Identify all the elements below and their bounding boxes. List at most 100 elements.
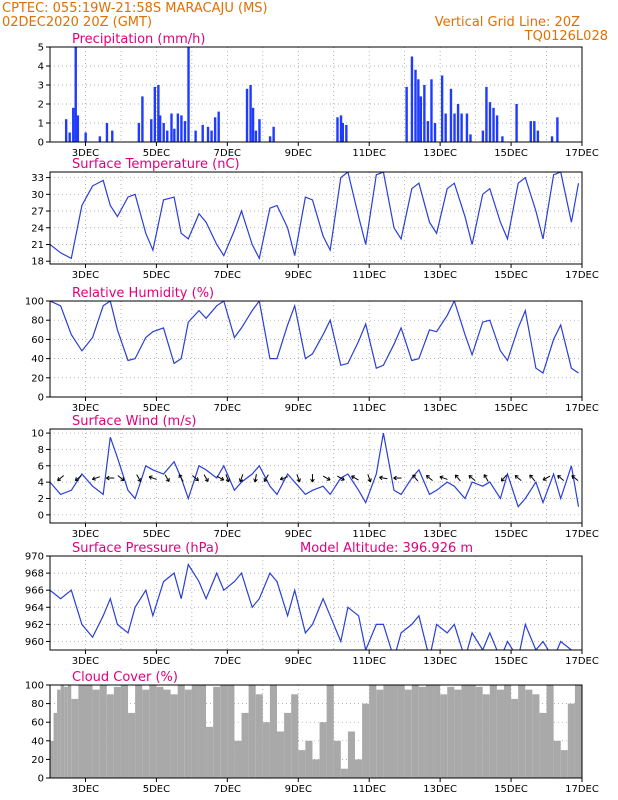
precip-bar: [150, 119, 153, 142]
cloud-bar: [496, 689, 504, 778]
precip-bar: [492, 107, 495, 142]
precip-bar: [162, 123, 165, 142]
precip-bar: [84, 132, 87, 142]
x-tick-label: 11DEC: [352, 148, 386, 159]
precip-bar: [173, 128, 176, 142]
cloud-bar: [113, 686, 121, 778]
cloud-bar: [99, 685, 107, 778]
precip-bar: [268, 136, 272, 142]
precip-bar: [465, 113, 469, 142]
wind-arrow: [412, 474, 419, 482]
x-tick-label: 7DEC: [214, 270, 241, 281]
panel-frame: [49, 684, 583, 779]
panel-frame: [49, 46, 583, 143]
panel-frame: [49, 171, 583, 265]
x-tick-label: 11DEC: [352, 270, 386, 281]
wind-arrow: [322, 475, 331, 481]
wind-arrow: [279, 476, 289, 481]
precip-bar: [456, 104, 460, 142]
series-line: [50, 301, 579, 374]
precip-bar: [258, 119, 261, 142]
cloud-bar: [347, 731, 356, 778]
wind-arrow: [263, 474, 269, 482]
y-tick-label: 4: [38, 62, 44, 73]
cloud-bar: [156, 686, 164, 778]
precip-bar: [98, 136, 102, 142]
cloud-bar: [120, 685, 129, 778]
wind-arrow: [238, 474, 244, 483]
cloud-bar: [475, 686, 483, 778]
cloud-bar: [241, 712, 249, 778]
precip-bar: [201, 124, 204, 142]
cloud-bar: [269, 685, 277, 778]
cloud-bar: [390, 685, 398, 778]
cloud-bar: [149, 685, 157, 778]
x-tick-label: 7DEC: [214, 784, 241, 795]
y-tick-label: 18: [31, 257, 44, 268]
x-tick-label: 9DEC: [285, 403, 312, 414]
precip-bar: [157, 85, 160, 142]
precip-bar: [430, 79, 433, 142]
panel-3: 0 20 40 60 80 100 3DEC 5DEC 7DEC 9DEC 11DEC 13DEC 15…: [25, 286, 599, 414]
panel-6: 0 20 40 60 80 100 3DEC 5DEC 7DEC 9DEC 11DEC 13DEC 15…: [25, 670, 599, 795]
wind-arrow: [192, 475, 199, 482]
precip-bar: [64, 119, 68, 142]
cloud-bar: [425, 685, 434, 778]
x-tick-label: 9DEC: [285, 784, 312, 795]
cloud-bar: [560, 750, 568, 778]
cloud-bar: [262, 722, 270, 778]
cloud-bar: [163, 689, 171, 778]
x-tick-label: 7DEC: [214, 529, 241, 540]
precip-bar: [183, 121, 187, 142]
x-tick-label: 17DEC: [565, 529, 599, 540]
x-tick-label: 7DEC: [214, 656, 241, 667]
precip-bar: [141, 96, 144, 142]
plot-area: [64, 47, 559, 142]
precip-bar: [419, 96, 423, 142]
panel-4: 0 2 4 6 8 10 3DEC 5DEC 7DEC 9DEC 11DEC 13DEC 15DEC 17…: [31, 414, 599, 540]
cloud-bar: [553, 740, 561, 778]
wind-arrow: [253, 474, 258, 483]
cloud-bar: [340, 768, 348, 778]
x-tick-label: 17DEC: [565, 270, 599, 281]
y-tick-label: 968: [25, 569, 44, 580]
panel-title: Precipitation (mm/h): [72, 32, 205, 47]
cloud-bar: [106, 694, 114, 778]
cloud-bar: [532, 694, 540, 778]
x-tick-label: 15DEC: [494, 403, 528, 414]
x-tick-label: 13DEC: [423, 270, 457, 281]
cloud-bar: [362, 703, 370, 778]
precip-bar: [74, 47, 77, 142]
x-tick-label: 11DEC: [352, 656, 386, 667]
cloud-bar: [539, 712, 547, 778]
precip-bar: [158, 115, 162, 142]
cloud-bar: [71, 698, 79, 778]
wind-arrow: [74, 475, 82, 482]
y-tick-label: 100: [25, 681, 44, 692]
precip-bar: [405, 86, 408, 142]
plot-area: [50, 301, 579, 374]
x-tick-label: 11DEC: [352, 529, 386, 540]
wind-arrow: [91, 476, 101, 481]
precip-bar: [410, 56, 414, 142]
precip-bar: [213, 117, 217, 142]
panel-frame: [49, 428, 583, 524]
x-tick-label: 11DEC: [352, 784, 386, 795]
wind-arrow: [425, 474, 433, 481]
wind-arrow: [367, 474, 372, 483]
wind-arrow: [454, 474, 461, 482]
panel-title: Surface Pressure (hPa): [72, 541, 219, 556]
y-tick-label: 0: [38, 138, 44, 149]
wind-arrow: [542, 475, 551, 481]
y-tick-label: 30: [31, 190, 44, 201]
cloud-bar: [525, 689, 533, 778]
wind-arrow: [529, 474, 536, 482]
header-datetime: 02DEC2020 20Z (GMT): [2, 15, 152, 30]
precip-bar: [501, 136, 504, 142]
cloud-bar: [511, 698, 519, 778]
x-tick-label: 9DEC: [285, 148, 312, 159]
precip-bar: [417, 79, 420, 142]
precip-bar: [272, 126, 275, 142]
precip-bar: [176, 113, 180, 142]
wind-arrow: [468, 474, 476, 481]
